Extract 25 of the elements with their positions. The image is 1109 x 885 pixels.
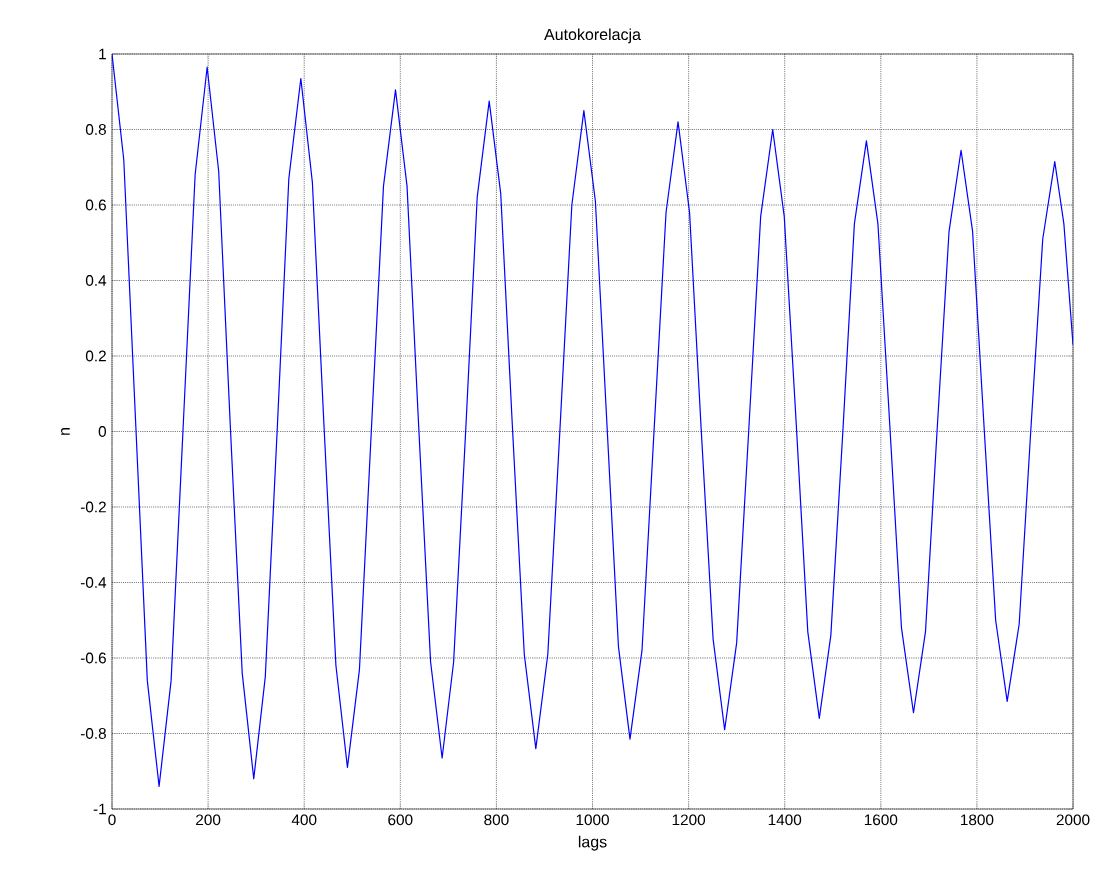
chart-title: Autokorelacja [544,28,641,44]
y-tick-label: 0.4 [85,275,107,286]
y-tick-label: -0.8 [80,728,106,739]
x-tick-label: 800 [484,814,509,826]
x-tick-label: 600 [388,814,413,826]
y-tick-label: -0.6 [80,652,106,664]
x-tick-label: 1400 [768,814,802,826]
y-tick-label: 0.2 [85,350,106,362]
y-tick-label: 1 [99,48,106,60]
x-tick-label: 0 [108,814,116,826]
x-tick-label: 400 [291,814,317,826]
x-tick-label: 1200 [672,814,706,826]
y-tick-label: -0.2 [80,501,106,513]
x-tick-label: 1800 [961,814,994,826]
x-tick-label: 2000 [1056,814,1090,826]
x-tick-label: 1600 [864,814,898,826]
x-tick-label: 1000 [576,814,609,826]
y-tick-label: 0 [98,426,107,437]
y-tick-label: 0.6 [85,199,106,211]
y-tick-label: -0.4 [80,577,107,588]
x-axis-title: lags [578,835,607,851]
x-tick-label: 200 [196,814,221,826]
y-tick-label: 0.8 [85,124,106,135]
y-axis-title: n [61,428,70,435]
y-tick-label: -1 [93,803,106,815]
